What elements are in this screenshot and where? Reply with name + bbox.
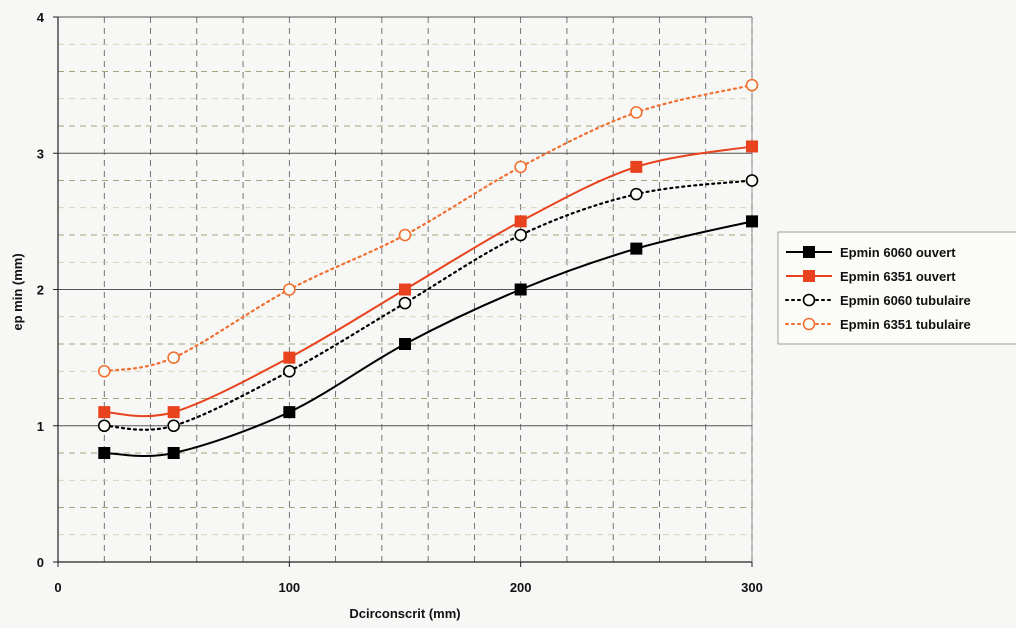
data-point (98, 447, 111, 459)
data-point (399, 283, 411, 296)
series-4 (97, 78, 759, 378)
x-tick-label: 100 (278, 580, 300, 595)
data-point (630, 187, 643, 201)
data-point (746, 140, 758, 153)
legend-entry: Epmin 6351 ouvert (786, 269, 956, 284)
series-2 (98, 140, 758, 419)
y-tick-label: 3 (37, 146, 44, 161)
x-tick-label: 300 (741, 580, 763, 595)
data-point (167, 406, 180, 419)
legend-entry: Epmin 6060 ouvert (786, 245, 956, 260)
data-point (514, 228, 527, 242)
data-point (97, 419, 111, 433)
data-point (398, 296, 412, 310)
y-tick-labels: 0 1 2 3 4 (37, 10, 45, 570)
legend-label: Epmin 6060 ouvert (840, 245, 956, 260)
y-tick-label: 2 (37, 283, 44, 298)
data-point (514, 215, 527, 228)
data-point (745, 174, 759, 187)
data-point (630, 106, 643, 119)
legend-label: Epmin 6060 tubulaire (840, 293, 971, 308)
axes (53, 16, 753, 567)
legend-marker (803, 246, 815, 258)
legend-marker (803, 270, 815, 282)
data-point (98, 406, 111, 419)
legend: Epmin 6060 ouvert Epmin 6351 ouvert Epmin … (777, 231, 1016, 345)
data-point (398, 228, 412, 242)
data-point (514, 160, 527, 174)
data-point (630, 242, 643, 255)
legend-marker (802, 317, 816, 331)
legend-label: Epmin 6351 tubulaire (840, 317, 971, 332)
legend-box (777, 231, 1016, 345)
data-point (167, 447, 180, 459)
data-point (167, 419, 180, 433)
series-layer (97, 78, 759, 459)
x-axis-label: Dcirconscrit (mm) (349, 606, 460, 621)
data-point (283, 364, 296, 378)
y-tick-label: 1 (37, 419, 44, 434)
data-point (283, 351, 296, 364)
data-point (283, 406, 296, 419)
data-point (97, 364, 111, 378)
data-point (283, 283, 296, 296)
y-tick-label: 0 (37, 555, 44, 570)
legend-entry: Epmin 6351 tubulaire (785, 317, 971, 332)
data-point (514, 283, 527, 296)
x-tick-label: 0 (54, 580, 61, 595)
x-tick-labels: 0 100 200 300 (54, 580, 762, 595)
legend-label: Epmin 6351 ouvert (840, 269, 956, 284)
y-tick-label: 4 (37, 10, 45, 25)
legend-marker (802, 293, 816, 307)
data-point (630, 160, 643, 173)
y-axis-label: ep min (mm) (10, 253, 25, 330)
data-point (746, 215, 758, 228)
data-point (167, 351, 180, 364)
series-3 (97, 174, 759, 433)
data-point (745, 78, 759, 92)
major-gridlines (58, 16, 752, 427)
x-tick-label: 200 (510, 580, 532, 595)
series-1 (98, 215, 758, 459)
legend-entry: Epmin 6060 tubulaire (785, 293, 971, 308)
data-point (399, 338, 411, 350)
